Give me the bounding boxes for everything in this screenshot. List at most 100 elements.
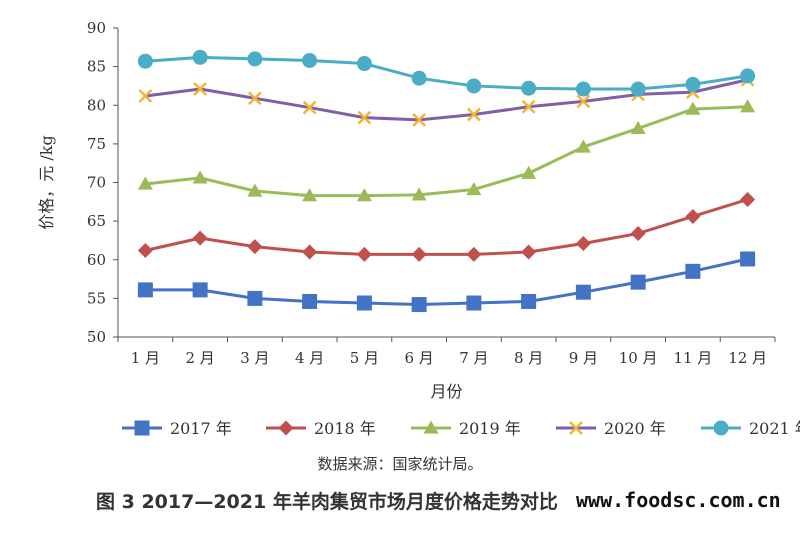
series-2020-point [357,110,372,125]
x-tick-label: 4 月 [295,349,324,367]
series-2017-point [411,297,427,313]
series-2018 [137,191,756,262]
series-2018-point [630,225,646,241]
legend-label: 2017 年 [170,419,232,438]
legend-marker [278,420,294,436]
series-2017-point [137,282,153,298]
series-2017-point [575,284,591,300]
legend-item: 2020 年 [556,419,666,438]
y-tick-label: 65 [87,212,106,230]
legend-marker [134,420,150,436]
series-2019-point [411,187,427,201]
series-2018-point [411,246,427,262]
series-2018-point [192,230,208,246]
y-tick-label: 85 [87,58,106,76]
series-2021-point [466,78,482,94]
series-2018-point [685,208,701,224]
series-2017-point [630,274,646,290]
series-2017-point [356,295,372,311]
y-tick-label: 70 [87,174,106,192]
legend-item: 2021 年 [701,419,800,438]
y-tick-label: 60 [87,251,106,269]
x-tick-label: 1 月 [131,349,160,367]
series-2017-point [685,263,701,279]
series-2017-point [247,290,263,306]
legend-item: 2018 年 [266,419,376,438]
series-2019-point [192,170,208,184]
series-2021-point [192,49,208,65]
legend-label: 2020 年 [604,419,666,438]
series-2019-point [137,176,153,190]
series-2019-point [302,188,318,202]
y-tick-label: 75 [87,135,106,153]
series-2017-point [740,251,756,267]
source-note: 数据来源：国家统计局。 [317,455,483,473]
y-tick-label: 50 [87,328,106,346]
figure-caption: 图 3 2017—2021 年羊肉集贸市场月度价格走势对比 [96,491,558,513]
series-2020-point [193,82,208,96]
series-2020-point [521,99,536,114]
series-2017-point [521,293,537,309]
series-2021-point [137,53,153,69]
x-tick-label: 12 月 [728,349,767,367]
series-2020-point [302,100,317,115]
series-2018-point [575,236,591,252]
price-trend-chart: 50 55 60 65 70 75 80 85 90 1 月 2 月 3 月 4 月 5 月 6 月 7 月 8… [37,19,800,438]
series-2021-point [356,56,372,72]
x-tick-label: 7 月 [459,349,488,367]
y-axis-title: 价格，元 /kg [37,135,56,229]
series-2018-line [145,198,749,256]
series-2018-point [466,246,482,262]
series-2017-point [466,295,482,311]
series-2020-point [466,107,481,122]
series-2018-point [356,246,372,262]
series-2020-point [412,113,427,127]
x-tick-label: 3 月 [240,349,269,367]
x-tick-label: 8 月 [514,349,543,367]
series-2019-point [630,120,646,135]
y-tick-label: 90 [87,19,106,37]
series-2019-point [247,183,263,197]
series-2018-point [247,239,263,255]
series-2021 [137,49,756,97]
series-2021-point [247,51,263,67]
series-2019-point [685,101,701,115]
series-2020 [138,72,755,127]
series-2021-point [740,68,756,84]
series-2020-line [145,78,748,122]
series-2021-point [411,70,427,86]
series-2021-point [302,52,318,68]
x-tick-label: 10 月 [619,349,658,367]
series-2020-point [576,94,591,109]
x-tick-label: 9 月 [569,349,598,367]
series-2017-point [302,293,318,309]
legend-item: 2017 年 [122,419,232,438]
series-2019-point [575,139,591,153]
legend-marker [713,420,729,436]
series-2021-point [521,80,537,96]
series-2021-point [630,81,646,97]
x-tick-label: 2 月 [185,349,214,367]
series-2021-point [575,81,591,97]
legend-item: 2019 年 [411,419,521,438]
y-tick-label: 55 [87,289,106,307]
x-tick-label: 5 月 [350,349,379,367]
x-tick-label: 11 月 [673,349,712,367]
series-2021-point [685,76,701,92]
series-2019-line [145,105,748,198]
series-2019 [137,99,756,202]
x-tick-label: 6 月 [404,349,433,367]
series-2019-point [521,165,537,179]
y-tick-label: 80 [87,96,106,114]
series-2019-point [356,188,372,202]
series-2019-point [466,181,482,196]
legend-label: 2021 年 [749,419,800,438]
x-axis-title: 月份 [430,382,462,401]
series-2017-point [192,282,208,298]
series-2021-line [145,55,748,91]
series-2018-point [302,244,318,260]
legend-marker [423,420,439,434]
series-2018-point [740,191,756,207]
legend-marker [569,421,583,435]
legend-label: 2018 年 [314,419,376,438]
